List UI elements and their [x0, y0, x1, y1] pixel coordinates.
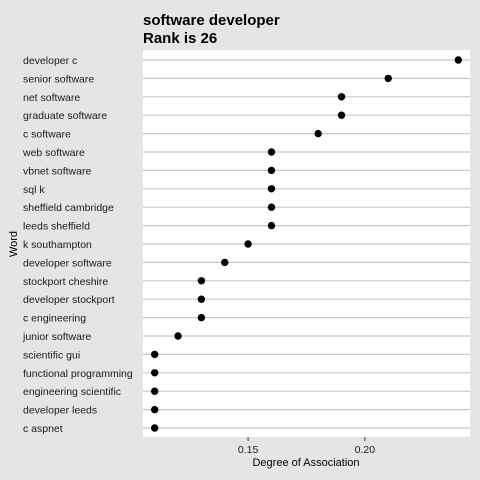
y-tick-label: stockport cheshire [23, 276, 108, 288]
data-point [384, 74, 392, 83]
y-tick-label: c software [23, 129, 71, 141]
y-tick-label: graduate software [23, 110, 107, 122]
data-point [221, 258, 229, 267]
y-tick-label: functional programming [23, 368, 133, 380]
data-point [174, 332, 182, 340]
y-tick-label: sheffield cambridge [23, 202, 114, 214]
y-tick-label: junior software [22, 331, 91, 343]
y-tick-label: sql k [23, 184, 45, 196]
y-tick-label: developer software [23, 257, 112, 269]
data-point [267, 166, 276, 175]
data-point [244, 240, 252, 248]
y-tick-label: engineering scientific [23, 386, 121, 398]
data-point [197, 295, 206, 303]
y-tick-label: senior software [23, 73, 94, 85]
data-point [337, 93, 346, 101]
data-point [267, 148, 276, 156]
y-tick-label: scientific gui [23, 349, 80, 361]
y-tick-label: developer leeds [23, 405, 97, 417]
data-points [150, 56, 463, 432]
x-axis-label: Degree of Association [252, 457, 359, 469]
y-tick-label: k southampton [23, 239, 92, 251]
data-point [314, 129, 322, 138]
y-tick-label: c engineering [23, 313, 86, 325]
y-tick-labels: developer c senior software net software gr… [22, 55, 133, 435]
x-tick-label: 0.20 [355, 444, 376, 456]
chart-title: software developer [143, 12, 280, 29]
data-point [150, 405, 159, 414]
data-point [267, 221, 276, 230]
data-point [150, 350, 159, 359]
x-ticks: 0.15 0.20 [238, 437, 375, 456]
data-point [150, 369, 159, 377]
data-point [197, 277, 206, 285]
y-tick-label: c aspnet [23, 423, 63, 435]
data-point [454, 56, 463, 64]
chart-subtitle: Rank is 26 [143, 30, 217, 47]
y-tick-label: vbnet software [23, 165, 91, 177]
data-point [267, 185, 276, 193]
y-axis-label: Word [8, 231, 20, 257]
y-tick-label: net software [23, 92, 80, 104]
data-point [337, 111, 346, 119]
data-point [197, 313, 206, 322]
y-tick-label: web software [22, 147, 85, 159]
y-tick-label: developer c [23, 55, 77, 67]
gridlines [143, 59, 470, 429]
y-tick-label: developer stockport [23, 294, 115, 306]
x-tick-label: 0.15 [238, 444, 259, 456]
y-tick-label: leeds sheffield [23, 221, 90, 233]
data-point [150, 387, 159, 395]
data-point [267, 203, 276, 211]
data-point [150, 424, 159, 432]
